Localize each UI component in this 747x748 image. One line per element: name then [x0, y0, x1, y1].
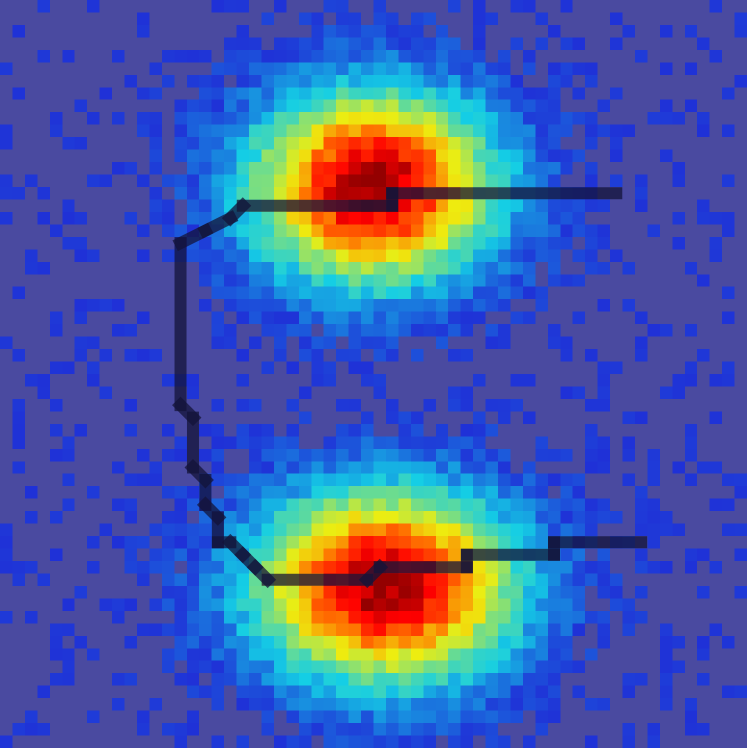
- heatmap-figure: [0, 0, 747, 748]
- trajectory-overlay: [172, 187, 648, 589]
- heatmap-grid: [0, 0, 747, 748]
